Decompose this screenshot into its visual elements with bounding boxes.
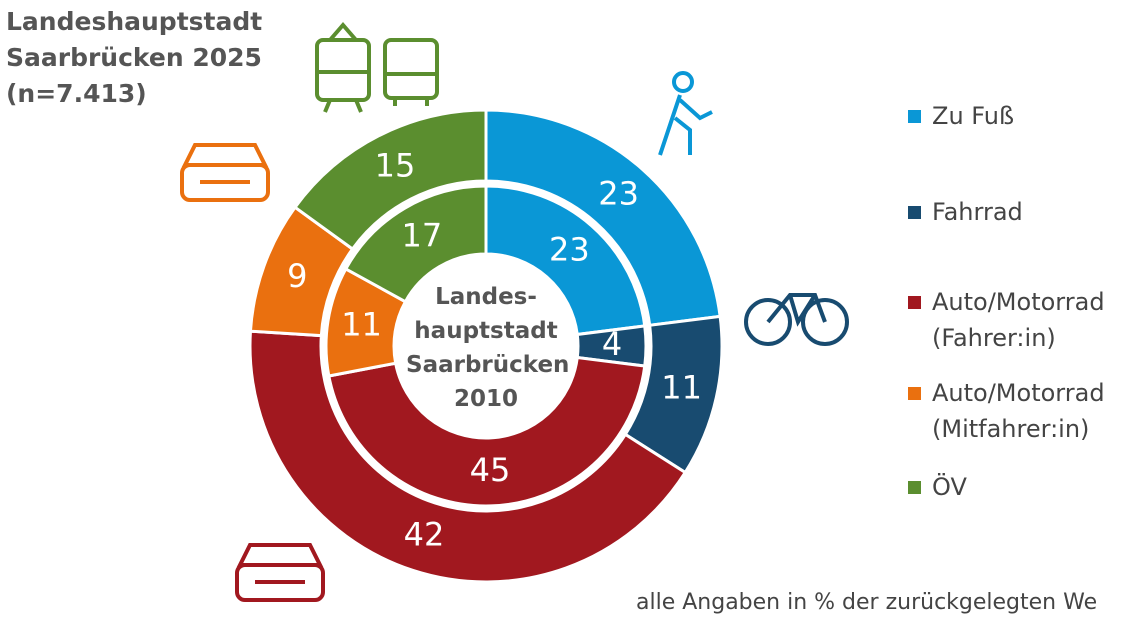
chart-title: Landeshauptstadt Saarbrücken 2025 (n=7.4… xyxy=(6,7,263,108)
legend-item: Auto/Motorrad (Mitfahrer:in) xyxy=(908,375,1138,447)
legend-label: ÖV xyxy=(932,473,967,501)
legend-item: Auto/Motorrad (Fahrer:in) xyxy=(908,284,1138,356)
donut-slice xyxy=(484,184,647,337)
donut-slice xyxy=(292,108,488,252)
value-label: 11 xyxy=(341,305,382,343)
legend-label: Auto/Motorrad (Fahrer:in) xyxy=(932,288,1105,352)
bike-icon xyxy=(744,293,849,346)
legend-swatch xyxy=(908,387,921,400)
car-icon-passenger xyxy=(180,143,270,202)
tram-bus-icon xyxy=(315,21,439,113)
donut-slice xyxy=(248,329,688,584)
legend-item: ÖV xyxy=(908,469,1138,505)
value-label: 42 xyxy=(404,516,445,554)
value-label: 17 xyxy=(402,217,443,255)
legend-label: Fahrrad xyxy=(932,198,1023,226)
legend-swatch xyxy=(908,296,921,309)
value-label: 15 xyxy=(375,146,416,184)
legend-swatch xyxy=(908,206,921,219)
value-label: 45 xyxy=(470,451,511,489)
legend-label: Zu Fuß xyxy=(932,102,1015,130)
value-label: 11 xyxy=(661,369,702,407)
donut-slice xyxy=(327,355,647,508)
legend-item: Zu Fuß xyxy=(908,98,1138,134)
legend-label: Auto/Motorrad (Mitfahrer:in) xyxy=(932,379,1105,443)
value-label: 9 xyxy=(287,257,307,295)
inner-label: Landes-hauptstadt Saarbrücken 2010 xyxy=(406,284,570,412)
car-icon-driver xyxy=(235,543,325,602)
footnote: alle Angaben in % der zurückgelegten We xyxy=(636,590,1098,615)
walk-icon xyxy=(658,71,713,156)
value-label: 4 xyxy=(602,325,622,363)
legend-item: Fahrrad xyxy=(908,194,1138,230)
legend-swatch xyxy=(908,481,921,494)
donut-slice xyxy=(343,184,488,304)
value-label: 23 xyxy=(598,175,639,213)
value-label: 23 xyxy=(549,230,590,268)
legend-swatch xyxy=(908,110,921,123)
